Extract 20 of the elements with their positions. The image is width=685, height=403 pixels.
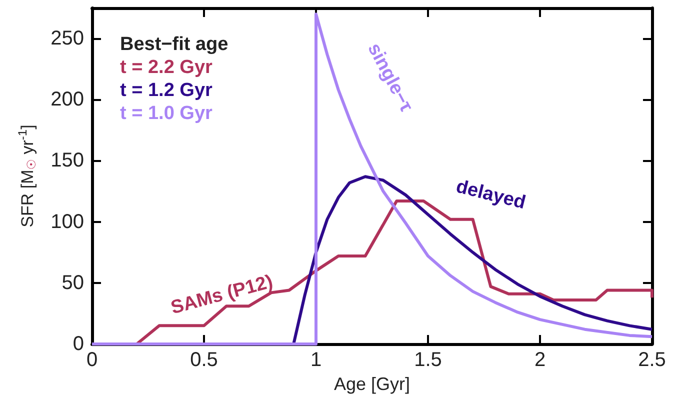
annotation: t = 2.2 Gyr [120,57,214,78]
y-tick-label: 100 [50,210,84,233]
x-tick-label: 2 [534,349,546,371]
x-tick-label: 1 [310,349,322,371]
text: delayed [454,176,528,214]
y-tick-label: 50 [62,272,84,294]
text: SAMs (P12) [168,271,276,319]
legend-title: Best−fit age [120,34,228,55]
x-tick-label: 1.5 [414,349,442,371]
y-axis-title: SFR [M☉ yr-1] [16,124,38,228]
x-tick-label: 0 [86,349,98,371]
annotation: t = 1.2 Gyr [120,80,214,101]
x-tick-label: 0.5 [190,349,218,371]
y-tick-label: 150 [50,150,84,172]
y-tick-label: 250 [50,28,84,50]
y-tick-label: 200 [50,88,84,111]
x-tick-label: 2.5 [638,349,666,371]
y-tick-label: 0 [72,333,84,355]
annotation: t = 1.0 Gyr [120,103,214,124]
x-axis-title: Age [Gyr] [334,374,410,394]
